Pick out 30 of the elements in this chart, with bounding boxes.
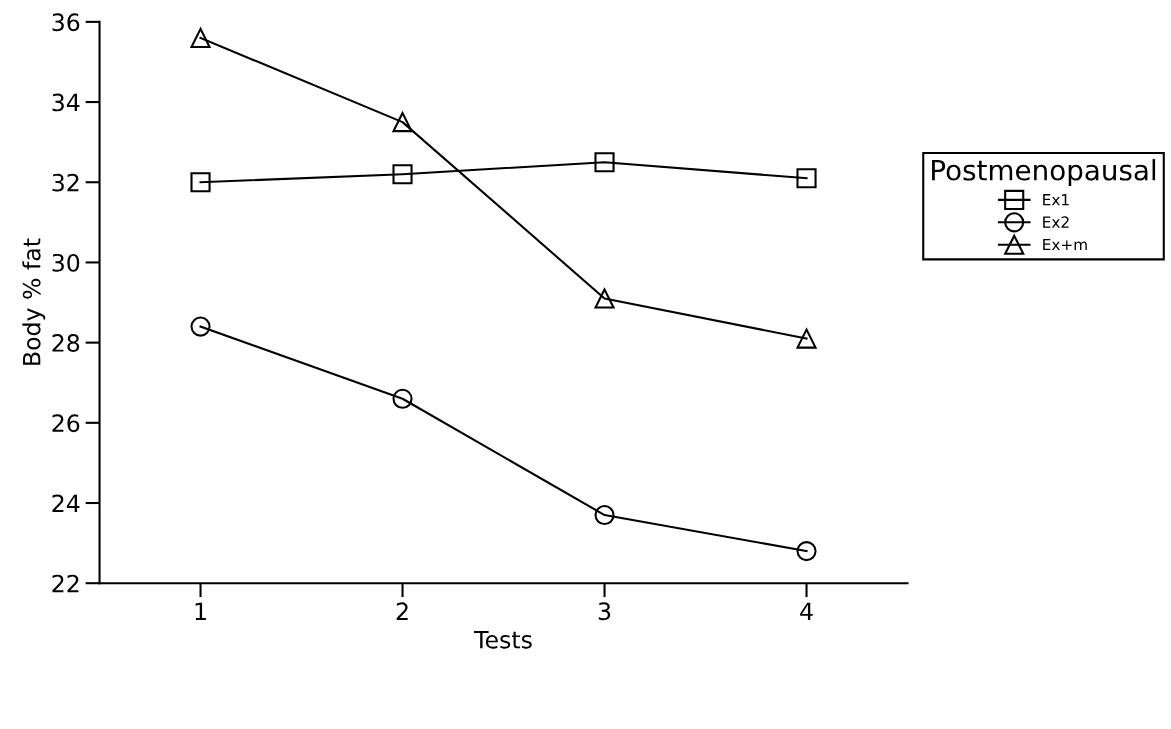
x-tick-label: 4 xyxy=(800,602,813,620)
x-tick-label: 3 xyxy=(598,602,611,621)
point xyxy=(594,288,615,309)
point xyxy=(190,172,211,193)
y-axis-title: Body % fat xyxy=(22,238,46,365)
point xyxy=(392,388,413,409)
y-tick-label: 26 xyxy=(52,414,80,433)
point xyxy=(392,112,413,133)
point xyxy=(796,168,817,189)
point xyxy=(190,27,211,48)
x-tick-label: 2 xyxy=(396,602,408,620)
point xyxy=(796,328,817,349)
y-tick-label: 28 xyxy=(52,334,80,352)
legend-label: Ex2 xyxy=(1043,216,1069,228)
point xyxy=(594,152,615,173)
x-axis-title: Tests xyxy=(474,631,532,649)
legend-label: Ex1 xyxy=(1043,194,1069,206)
point xyxy=(190,316,211,337)
y-tick-label: 30 xyxy=(52,253,80,272)
x-tick-label: 1 xyxy=(195,602,206,620)
y-tick-label: 36 xyxy=(52,13,80,32)
y-tick-label: 34 xyxy=(52,93,80,112)
point xyxy=(392,164,413,185)
y-tick-label: 22 xyxy=(52,574,79,593)
legend-title: Postmenopausal xyxy=(932,159,1156,186)
y-tick-label: 32 xyxy=(52,173,79,192)
point xyxy=(594,504,615,526)
legend-label: Ex+m xyxy=(1043,238,1087,251)
y-tick-label: 24 xyxy=(52,494,80,512)
point xyxy=(796,541,817,562)
